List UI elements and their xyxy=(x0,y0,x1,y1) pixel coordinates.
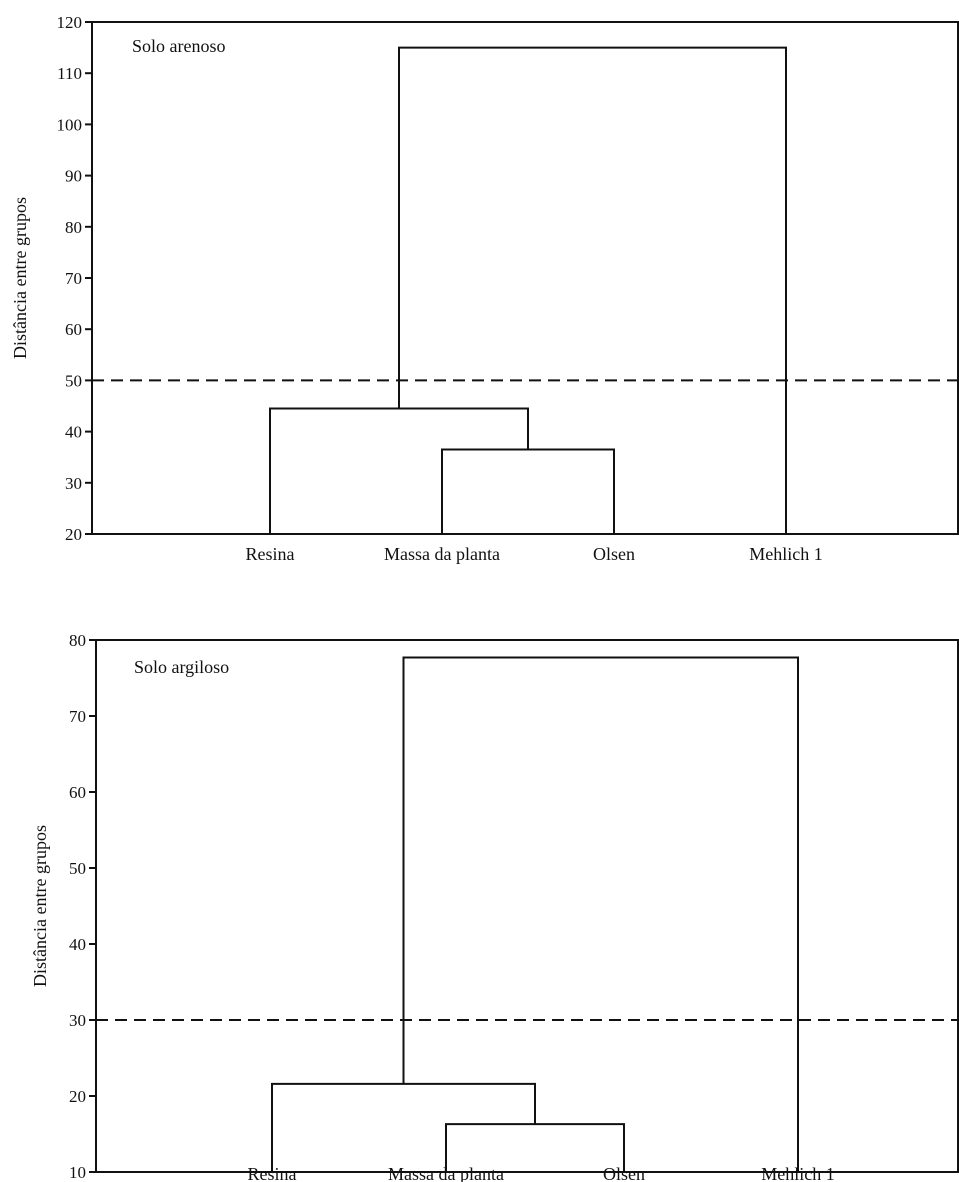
dendrogram-link xyxy=(271,1082,536,1172)
y-tick-label: 40 xyxy=(69,935,86,954)
y-tick-label: 30 xyxy=(69,1011,86,1030)
panel-annotation: Solo arenoso xyxy=(132,36,226,56)
dendrogram-link xyxy=(269,407,529,534)
dendrogram-link xyxy=(398,46,787,534)
y-tick-label: 70 xyxy=(65,269,82,288)
leaf-labels: Resina Massa da planta Olsen Mehlich 1 xyxy=(246,544,823,564)
y-tick-label: 60 xyxy=(65,320,82,339)
y-tick-label: 20 xyxy=(65,525,82,544)
y-tick-label: 80 xyxy=(69,631,86,650)
y-axis-label: Distância entre grupos xyxy=(30,825,50,987)
dendrogram-links xyxy=(269,46,787,534)
leaf-labels: Resina Massa da planta Olsen Mehlich 1 xyxy=(248,1164,835,1182)
leaf-label: Olsen xyxy=(603,1164,645,1182)
leaf-label: Resina xyxy=(248,1164,297,1182)
y-tick-label: 20 xyxy=(69,1087,86,1106)
y-axis-ticks: 20 30 40 50 60 70 80 90 100 110 120 xyxy=(57,13,92,544)
y-axis-ticks: 10 20 30 40 50 60 70 80 xyxy=(69,631,96,1182)
leaf-label: Olsen xyxy=(593,544,635,564)
leaf-label: Massa da planta xyxy=(388,1164,504,1182)
plot-frame xyxy=(95,639,959,1173)
y-tick-label: 10 xyxy=(69,1163,86,1182)
leaf-label: Mehlich 1 xyxy=(761,1164,835,1182)
y-tick-label: 70 xyxy=(69,707,86,726)
dendrogram-panel-argiloso: Solo argiloso Distância entre grupos 10 2… xyxy=(30,631,959,1182)
y-tick-label: 30 xyxy=(65,474,82,493)
y-tick-label: 40 xyxy=(65,423,82,442)
plot-frame xyxy=(91,21,959,535)
y-tick-label: 120 xyxy=(57,13,83,32)
panel-annotation: Solo argiloso xyxy=(134,657,229,677)
dendrogram-links xyxy=(271,656,799,1172)
y-tick-label: 50 xyxy=(69,859,86,878)
dendrogram-panel-arenoso: Solo arenoso Distância entre grupos 20 30… xyxy=(10,13,959,564)
leaf-label: Resina xyxy=(246,544,295,564)
leaf-label: Mehlich 1 xyxy=(749,544,823,564)
leaf-label: Massa da planta xyxy=(384,544,500,564)
dendrogram-link xyxy=(402,656,799,1172)
y-tick-label: 110 xyxy=(57,64,82,83)
y-tick-label: 100 xyxy=(57,115,83,134)
y-tick-label: 80 xyxy=(65,218,82,237)
dendrogram-link xyxy=(441,448,615,534)
y-tick-label: 50 xyxy=(65,371,82,390)
y-axis-label: Distância entre grupos xyxy=(10,197,30,359)
y-tick-label: 60 xyxy=(69,783,86,802)
y-tick-label: 90 xyxy=(65,167,82,186)
